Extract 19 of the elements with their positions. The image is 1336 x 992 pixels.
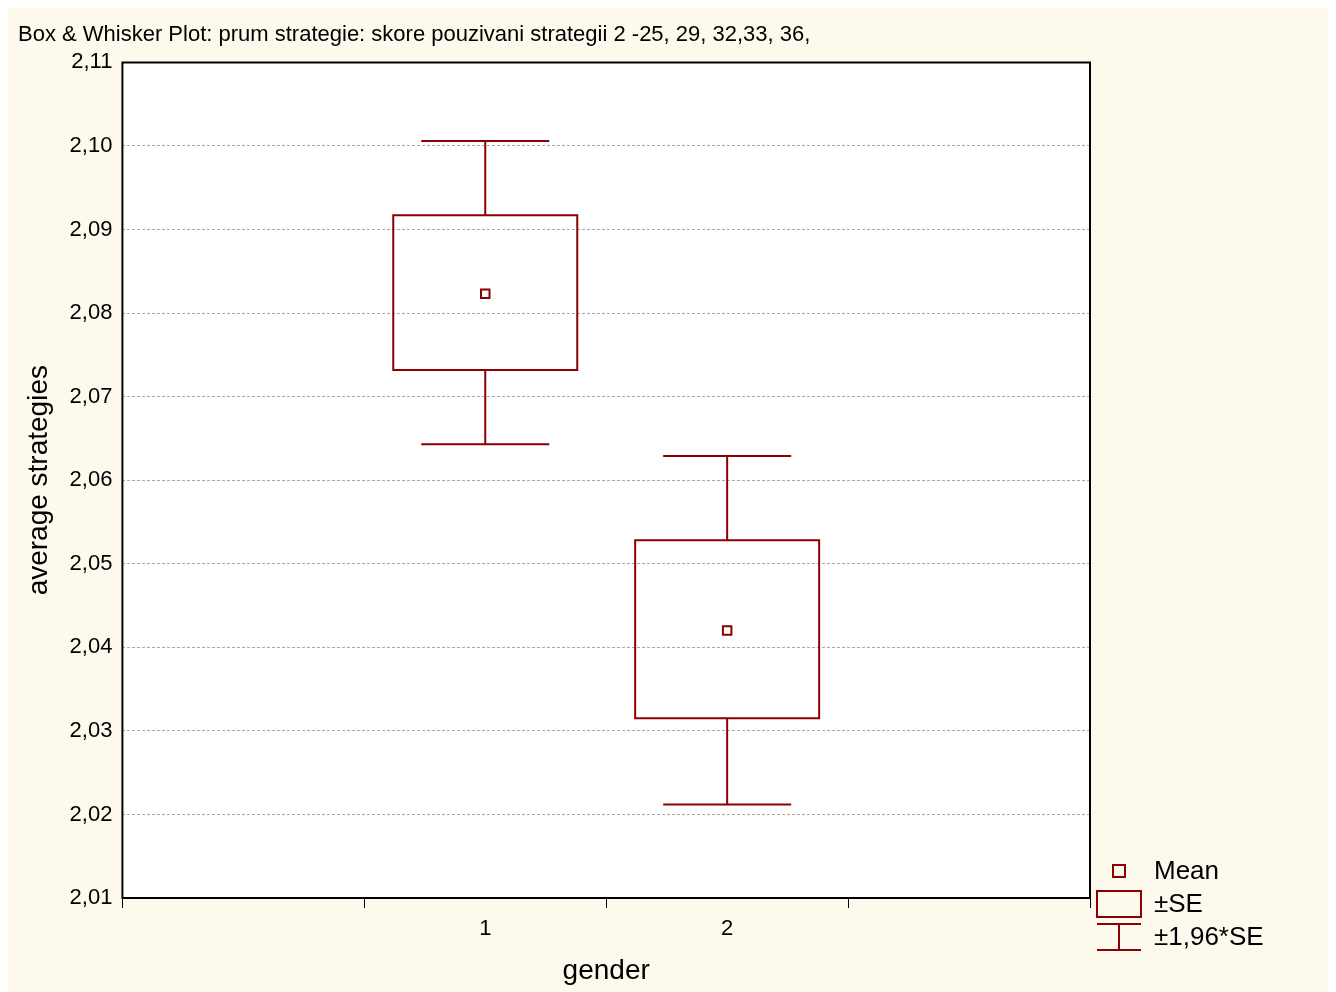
y-tick-label: 2,06: [69, 466, 113, 492]
y-tick-label: 2,09: [69, 215, 113, 241]
y-tick-label: 2,03: [69, 716, 113, 742]
x-tick-label: 2: [721, 915, 734, 941]
y-axis-title: average strategies: [21, 365, 53, 596]
x-tick-label: 1: [479, 915, 492, 941]
text: ±SE: [1154, 888, 1203, 919]
y-tick-label: 2,08: [69, 299, 113, 325]
y-tick-label: 2,10: [69, 132, 113, 158]
y-tick-label: 2,04: [69, 633, 113, 659]
x-axis-title: gender: [562, 953, 650, 985]
text: ±1,96*SE: [1154, 921, 1264, 952]
y-tick-label: 2,01: [69, 884, 113, 910]
y-tick-label: 2,11: [71, 48, 113, 74]
text: Mean: [1154, 855, 1220, 886]
y-tick-label: 2,02: [69, 800, 113, 826]
chart-title: Box & Whisker Plot: prum strategie: skore pouzivani strategii 2 -25, 29, 32,33, 36,: [18, 21, 811, 47]
y-tick-label: 2,05: [69, 549, 113, 575]
y-tick-label: 2,07: [69, 382, 113, 408]
